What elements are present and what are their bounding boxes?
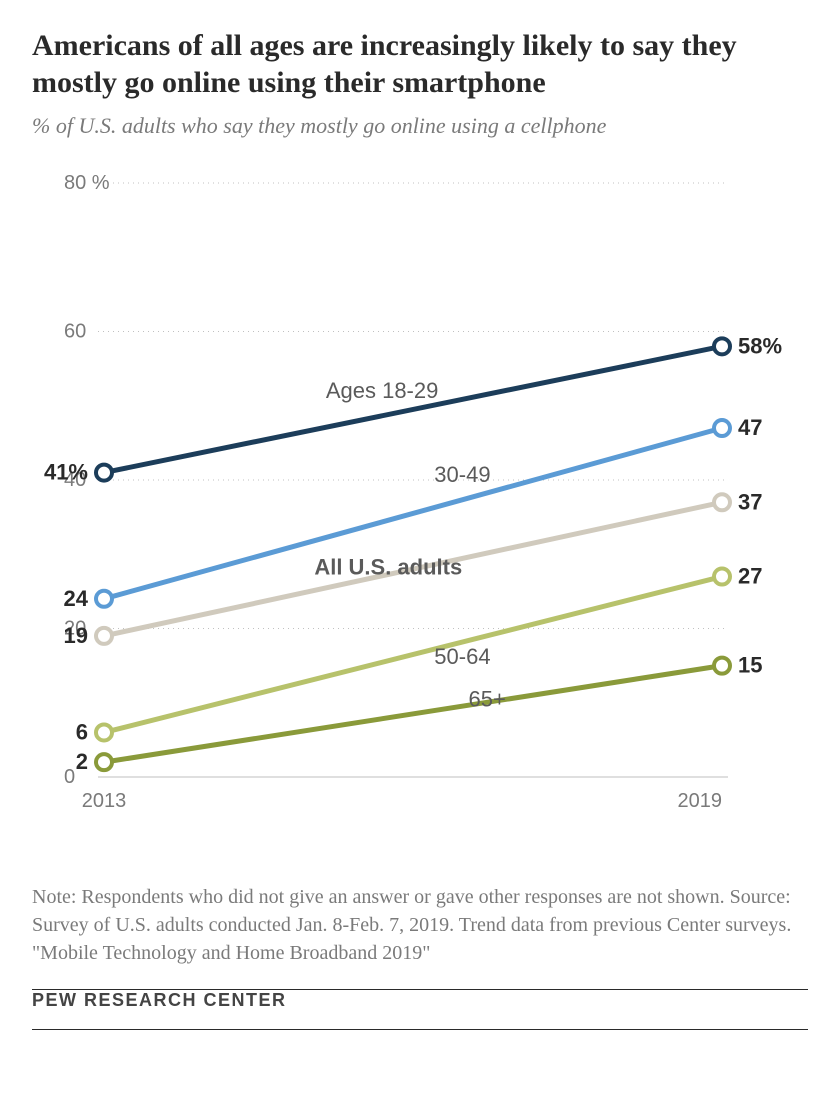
value-start-ages-18-29: 41% (44, 460, 88, 485)
chart-note: Note: Respondents who did not give an an… (32, 883, 808, 967)
marker-end-ages-65-plus (714, 658, 730, 674)
marker-start-ages-18-29 (96, 465, 112, 481)
value-start-all-adults: 19 (64, 623, 88, 648)
marker-start-ages-30-49 (96, 591, 112, 607)
value-start-ages-30-49: 24 (64, 586, 89, 611)
value-end-ages-65-plus: 15 (738, 653, 762, 678)
series-label-ages-18-29: Ages 18-29 (326, 378, 439, 403)
svg-text:2019: 2019 (678, 790, 723, 812)
footer-rule (32, 1029, 808, 1030)
series-line-ages-65-plus (104, 666, 722, 763)
footer-attribution: PEW RESEARCH CENTER (32, 989, 808, 1015)
marker-end-ages-18-29 (714, 339, 730, 355)
svg-text:60: 60 (64, 321, 86, 343)
series-label-ages-30-49: 30-49 (434, 462, 490, 487)
marker-start-ages-50-64 (96, 725, 112, 741)
series-label-ages-65-plus: 65+ (468, 686, 505, 711)
marker-end-ages-50-64 (714, 569, 730, 585)
value-end-all-adults: 37 (738, 489, 762, 514)
chart-title: Americans of all ages are increasingly l… (32, 28, 808, 101)
value-start-ages-50-64: 6 (76, 720, 88, 745)
chart-container: 020406080 %2013201941%58%Ages 18-2924473… (32, 163, 808, 843)
marker-end-all-adults (714, 494, 730, 510)
line-chart: 020406080 %2013201941%58%Ages 18-2924473… (32, 163, 808, 843)
series-label-all-adults: All U.S. adults (314, 555, 462, 580)
svg-text:0: 0 (64, 766, 75, 788)
value-end-ages-30-49: 47 (738, 415, 762, 440)
chart-subtitle: % of U.S. adults who say they mostly go … (32, 113, 808, 139)
value-end-ages-50-64: 27 (738, 564, 762, 589)
svg-text:2013: 2013 (82, 790, 127, 812)
value-start-ages-65-plus: 2 (76, 749, 88, 774)
series-label-ages-50-64: 50-64 (434, 644, 490, 669)
marker-start-ages-65-plus (96, 754, 112, 770)
value-end-ages-18-29: 58% (738, 334, 782, 359)
series-line-ages-50-64 (104, 577, 722, 733)
marker-end-ages-30-49 (714, 420, 730, 436)
svg-text:80 %: 80 % (64, 172, 110, 194)
marker-start-all-adults (96, 628, 112, 644)
